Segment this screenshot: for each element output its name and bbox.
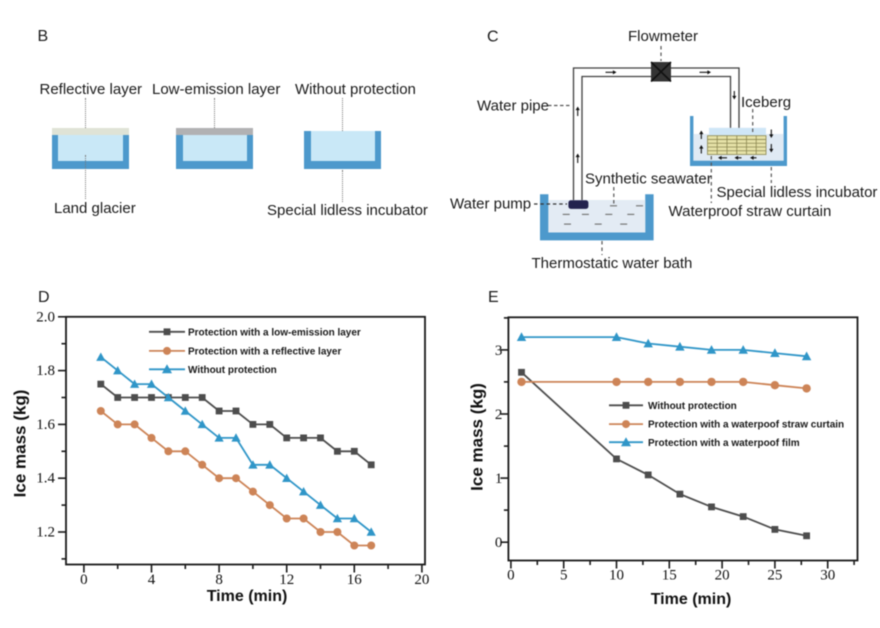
svg-text:0: 0 [80, 572, 88, 588]
svg-text:Without protection: Without protection [188, 365, 277, 376]
svg-text:2.0: 2.0 [36, 309, 55, 325]
svg-text:16: 16 [347, 572, 363, 588]
svg-text:Waterproof straw curtain: Waterproof straw curtain [669, 203, 832, 220]
svg-text:0: 0 [507, 568, 515, 584]
svg-text:Without protection: Without protection [648, 401, 737, 412]
svg-text:10: 10 [609, 568, 624, 584]
svg-text:1: 1 [495, 471, 503, 487]
svg-text:Protection with a low-emission: Protection with a low-emission layer [188, 327, 361, 338]
svg-text:Ice mass (kg): Ice mass (kg) [468, 383, 487, 491]
svg-text:Time (min): Time (min) [207, 588, 288, 605]
svg-text:Ice mass (kg): Ice mass (kg) [11, 390, 30, 498]
svg-text:Thermostatic water bath: Thermostatic water bath [532, 255, 693, 272]
svg-text:Iceberg: Iceberg [741, 94, 791, 111]
svg-text:5: 5 [560, 568, 568, 584]
svg-text:D: D [38, 289, 50, 306]
svg-text:Flowmeter: Flowmeter [628, 28, 698, 45]
svg-text:0: 0 [495, 535, 503, 551]
svg-text:Water pipe: Water pipe [477, 98, 549, 115]
svg-text:25: 25 [767, 568, 782, 584]
svg-text:4: 4 [148, 572, 156, 588]
svg-text:3: 3 [495, 343, 503, 359]
svg-text:1.6: 1.6 [36, 417, 55, 433]
svg-text:Water pump: Water pump [450, 196, 531, 213]
svg-text:20: 20 [414, 572, 429, 588]
svg-text:C: C [487, 29, 499, 46]
svg-text:Special lidless incubator: Special lidless incubator [717, 184, 878, 201]
svg-text:Time (min): Time (min) [651, 591, 732, 608]
svg-text:15: 15 [662, 568, 677, 584]
svg-text:E: E [488, 289, 499, 306]
svg-text:Synthetic seawater: Synthetic seawater [585, 171, 712, 188]
svg-text:8: 8 [215, 572, 223, 588]
svg-text:1.8: 1.8 [36, 363, 55, 379]
svg-text:1.2: 1.2 [36, 525, 55, 541]
svg-text:20: 20 [715, 568, 730, 584]
svg-text:12: 12 [279, 572, 294, 588]
svg-text:2: 2 [495, 407, 503, 423]
svg-text:Protection with a waterpoof st: Protection with a waterpoof straw curtai… [648, 420, 844, 431]
svg-text:30: 30 [820, 568, 835, 584]
svg-text:Protection with a waterpoof fi: Protection with a waterpoof film [648, 438, 800, 449]
svg-text:1.4: 1.4 [36, 471, 55, 487]
svg-text:Protection with a reflective l: Protection with a reflective layer [188, 347, 341, 358]
